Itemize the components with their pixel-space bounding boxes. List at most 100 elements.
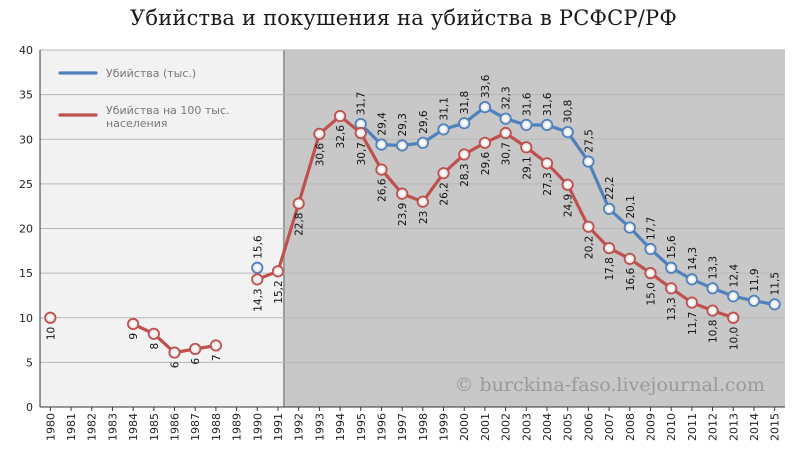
data-point-center bbox=[213, 343, 219, 348]
data-label: 20,2 bbox=[583, 236, 595, 259]
legend-label-line1: Убийства на 100 тыс. bbox=[106, 104, 230, 117]
data-point-center bbox=[420, 199, 426, 205]
y-tick-label: 5 bbox=[26, 356, 33, 369]
data-label: 13,3 bbox=[708, 256, 720, 279]
x-tick-label: 1995 bbox=[355, 413, 368, 441]
data-point-center bbox=[710, 285, 715, 291]
data-point-center bbox=[399, 143, 405, 148]
data-label: 29,6 bbox=[480, 152, 492, 176]
data-point-center bbox=[441, 170, 446, 176]
data-label: 31,1 bbox=[439, 97, 451, 120]
data-point-center bbox=[648, 270, 653, 276]
data-point-center bbox=[648, 246, 653, 252]
data-label: 13,3 bbox=[666, 297, 678, 320]
data-point-center bbox=[523, 144, 529, 150]
legend-label-line2: населения bbox=[106, 117, 168, 130]
data-label: 24,9 bbox=[563, 194, 575, 217]
data-label: 30,7 bbox=[356, 142, 368, 165]
data-point-center bbox=[751, 298, 757, 304]
data-label: 12,4 bbox=[728, 264, 740, 288]
data-point-center bbox=[772, 301, 778, 307]
data-point-center bbox=[337, 113, 343, 119]
x-tick-label: 1993 bbox=[313, 413, 326, 441]
data-label: 31,6 bbox=[542, 92, 554, 116]
data-label: 29,1 bbox=[521, 156, 533, 179]
data-point-center bbox=[689, 300, 695, 305]
data-label: 23,9 bbox=[397, 203, 409, 226]
data-label: 15,6 bbox=[666, 235, 678, 259]
x-tick-label: 1988 bbox=[210, 413, 223, 441]
data-point-center bbox=[523, 122, 529, 128]
data-label: 15,6 bbox=[252, 235, 264, 259]
data-point-center bbox=[503, 116, 509, 122]
x-tick-label: 2011 bbox=[686, 413, 699, 441]
data-point-center bbox=[420, 140, 426, 146]
x-tick-label: 2014 bbox=[748, 413, 761, 441]
data-label: 22,2 bbox=[604, 176, 616, 199]
data-point-center bbox=[461, 120, 467, 126]
x-tick-label: 1985 bbox=[148, 413, 161, 441]
data-label: 31,6 bbox=[521, 92, 533, 116]
data-label: 17,8 bbox=[604, 257, 616, 280]
data-label: 6 bbox=[170, 361, 182, 368]
data-point-center bbox=[627, 256, 633, 262]
x-tick-label: 1998 bbox=[417, 413, 430, 441]
x-tick-label: 2012 bbox=[707, 413, 720, 441]
x-tick-label: 2003 bbox=[520, 413, 533, 441]
data-label: 11,9 bbox=[749, 268, 761, 291]
data-label: 28,3 bbox=[459, 163, 471, 186]
x-tick-label: 2001 bbox=[479, 413, 492, 441]
x-tick-label: 1980 bbox=[44, 413, 57, 441]
x-tick-label: 1996 bbox=[375, 413, 388, 441]
x-tick-label: 2015 bbox=[769, 413, 782, 441]
data-label: 14,3 bbox=[252, 288, 264, 311]
watermark: © burckina-faso.livejournal.com bbox=[454, 374, 765, 396]
data-label: 10,8 bbox=[708, 320, 720, 343]
data-point-center bbox=[627, 225, 633, 231]
data-label: 29,6 bbox=[418, 110, 430, 134]
legend: Убийства (тыс.) Убийства на 100 тыс.насел… bbox=[58, 67, 230, 130]
data-label: 17,7 bbox=[645, 217, 657, 240]
x-tick-label: 2005 bbox=[562, 413, 575, 441]
y-tick-label: 15 bbox=[19, 267, 33, 280]
data-label: 27,3 bbox=[542, 172, 554, 195]
data-point-center bbox=[254, 276, 260, 282]
chart-title: Убийства и покушения на убийства в РСФСР… bbox=[129, 6, 677, 30]
data-point-center bbox=[586, 159, 591, 164]
x-tick-label: 2008 bbox=[624, 413, 637, 441]
y-tick-label: 10 bbox=[19, 312, 33, 325]
x-tick-label: 1989 bbox=[231, 413, 244, 441]
data-label: 29,3 bbox=[397, 113, 409, 136]
data-label: 23 bbox=[418, 211, 430, 224]
x-tick-label: 1981 bbox=[65, 413, 78, 441]
y-tick-label: 30 bbox=[19, 133, 33, 146]
x-tick-label: 2002 bbox=[500, 413, 513, 441]
data-label: 14,3 bbox=[687, 247, 699, 270]
y-tick-label: 20 bbox=[19, 223, 33, 236]
data-point-center bbox=[379, 167, 384, 172]
y-tick-label: 35 bbox=[19, 89, 33, 102]
data-label: 31,7 bbox=[356, 92, 368, 115]
data-point-center bbox=[358, 130, 364, 136]
gridlines bbox=[40, 49, 785, 363]
x-tick-label: 1987 bbox=[189, 413, 202, 441]
x-tick-label: 2000 bbox=[458, 413, 471, 441]
x-tick-label: 1990 bbox=[251, 413, 264, 441]
data-point-center bbox=[399, 191, 405, 197]
data-point-center bbox=[565, 182, 571, 188]
data-label: 29,4 bbox=[376, 112, 388, 136]
data-point-center bbox=[316, 131, 322, 137]
data-point-center bbox=[192, 346, 198, 352]
data-point-center bbox=[254, 265, 260, 271]
data-point-center bbox=[668, 285, 674, 291]
data-label: 10 bbox=[45, 327, 57, 340]
data-point-center bbox=[130, 321, 136, 327]
data-point-center bbox=[730, 293, 736, 299]
data-label: 15,0 bbox=[645, 282, 657, 305]
data-label: 26,2 bbox=[439, 182, 451, 205]
y-tick-label: 0 bbox=[26, 401, 33, 414]
data-point-center bbox=[482, 104, 488, 110]
data-point-center bbox=[606, 206, 612, 212]
